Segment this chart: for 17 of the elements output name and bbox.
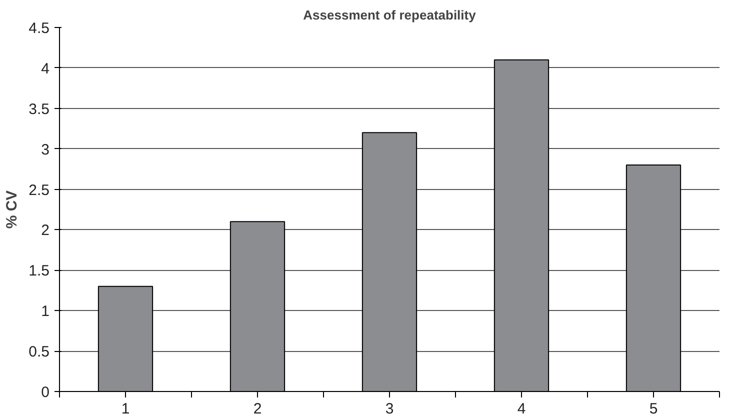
y-tick-label: 2.5 — [28, 182, 50, 199]
y-tick-label: 2 — [41, 222, 50, 240]
y-tick-label: 1 — [41, 303, 50, 320]
y-tick-label: 1.5 — [28, 262, 50, 280]
x-tick-label: 2 — [253, 400, 262, 416]
x-tick-label: 5 — [649, 400, 658, 416]
chart-title: Assessment of repeatability — [303, 8, 477, 22]
x-tick-label: 4 — [517, 400, 526, 416]
y-tick-label: 3.5 — [28, 100, 50, 118]
x-tick-label: 3 — [385, 400, 394, 416]
y-tick-label: 0.5 — [28, 344, 50, 361]
y-tick-label: 0 — [41, 384, 50, 401]
y-tick-label: 4.5 — [28, 20, 50, 37]
y-tick-label: 3 — [41, 141, 50, 158]
x-tick-label: 1 — [121, 400, 130, 416]
y-tick-label: 4 — [41, 60, 50, 78]
y-axis-title: % CV — [4, 190, 21, 229]
